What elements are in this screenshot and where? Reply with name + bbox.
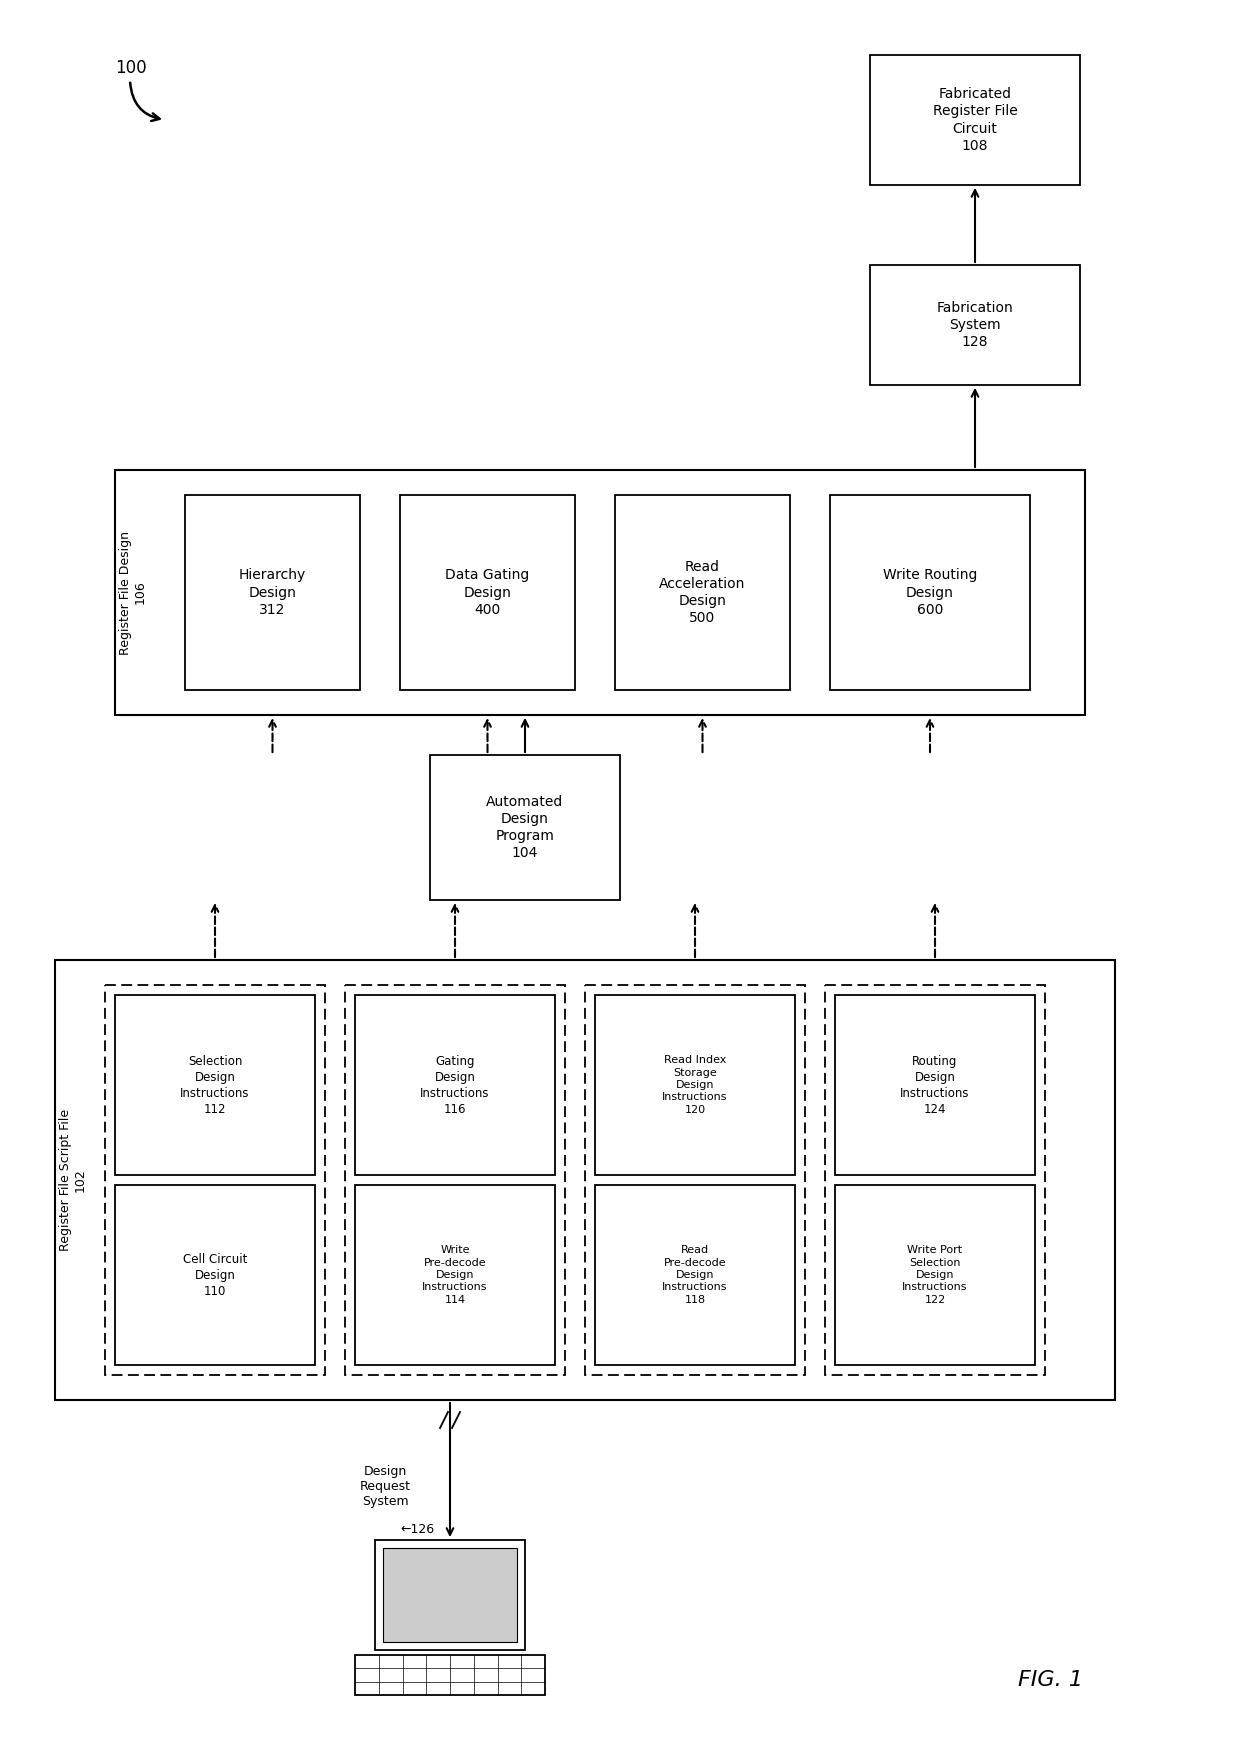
Text: Selection
Design
Instructions
112: Selection Design Instructions 112 — [180, 1054, 249, 1116]
Bar — [115, 471, 1085, 716]
Bar — [355, 994, 556, 1174]
Bar — [870, 264, 1080, 384]
Text: 100: 100 — [115, 58, 146, 78]
Text: Automated
Design
Program
104: Automated Design Program 104 — [486, 795, 564, 860]
Text: Data Gating
Design
400: Data Gating Design 400 — [445, 568, 529, 617]
Text: Write
Pre-decode
Design
Instructions
114: Write Pre-decode Design Instructions 114 — [423, 1245, 487, 1305]
Bar — [835, 1185, 1035, 1365]
Bar — [185, 495, 360, 689]
Text: Fabrication
System
128: Fabrication System 128 — [936, 301, 1013, 349]
Bar — [115, 994, 315, 1174]
Text: Write Routing
Design
600: Write Routing Design 600 — [883, 568, 977, 617]
Text: Routing
Design
Instructions
124: Routing Design Instructions 124 — [900, 1054, 970, 1116]
Bar — [105, 986, 325, 1375]
Bar — [401, 495, 575, 689]
Text: Design
Request
System: Design Request System — [360, 1465, 410, 1507]
Text: Fabricated
Register File
Circuit
108: Fabricated Register File Circuit 108 — [932, 86, 1017, 153]
Bar — [585, 986, 805, 1375]
Text: Hierarchy
Design
312: Hierarchy Design 312 — [239, 568, 306, 617]
Text: Read Index
Storage
Design
Instructions
120: Read Index Storage Design Instructions 1… — [662, 1056, 728, 1114]
Text: Write Port
Selection
Design
Instructions
122: Write Port Selection Design Instructions… — [903, 1245, 967, 1305]
Bar — [55, 961, 1115, 1400]
Bar — [870, 55, 1080, 185]
Text: Read
Acceleration
Design
500: Read Acceleration Design 500 — [660, 559, 745, 626]
Text: FIG. 1: FIG. 1 — [1018, 1670, 1083, 1691]
Bar — [355, 1185, 556, 1365]
Bar — [115, 1185, 315, 1365]
Bar — [374, 1541, 525, 1650]
Text: Register File Script File
102: Register File Script File 102 — [60, 1109, 87, 1252]
Text: ←126: ←126 — [401, 1523, 434, 1536]
Bar — [595, 1185, 795, 1365]
Bar — [595, 994, 795, 1174]
Bar — [835, 994, 1035, 1174]
Text: Register File Design
106: Register File Design 106 — [119, 531, 148, 654]
Text: Read
Pre-decode
Design
Instructions
118: Read Pre-decode Design Instructions 118 — [662, 1245, 728, 1305]
Bar — [355, 1655, 546, 1694]
Bar — [430, 755, 620, 899]
Bar — [615, 495, 790, 689]
Text: Cell Circuit
Design
110: Cell Circuit Design 110 — [182, 1252, 247, 1298]
Bar — [345, 986, 565, 1375]
Bar — [825, 986, 1045, 1375]
Text: Gating
Design
Instructions
116: Gating Design Instructions 116 — [420, 1054, 490, 1116]
Bar — [383, 1548, 517, 1641]
Bar — [830, 495, 1030, 689]
